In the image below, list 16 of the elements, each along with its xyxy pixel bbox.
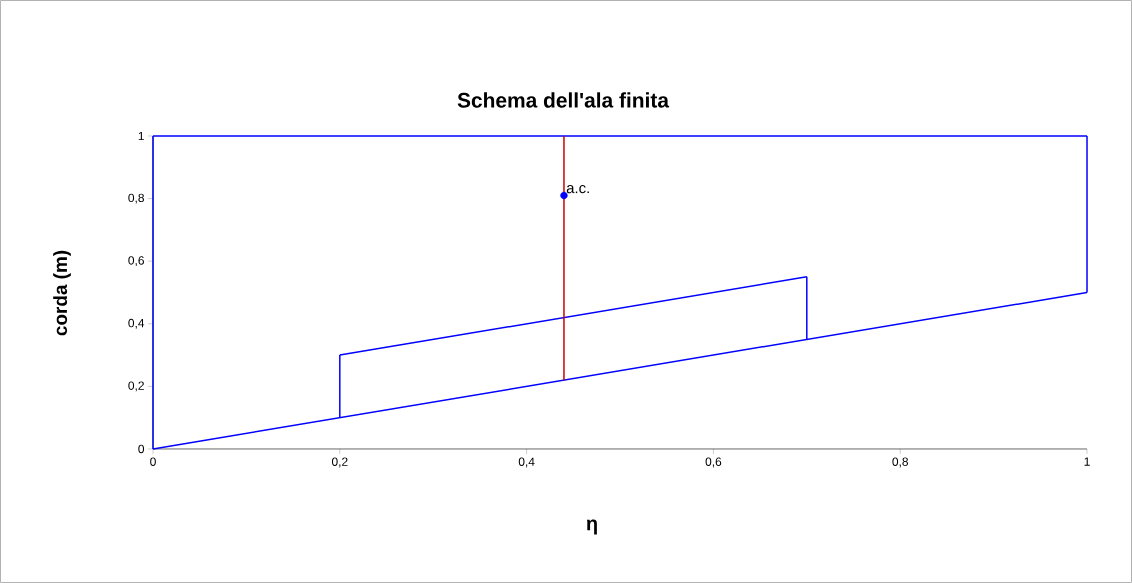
x-tick-label: 0,4 (518, 457, 535, 468)
y-tick-label: 0,4 (128, 318, 145, 329)
x-axis-title: η (586, 519, 597, 535)
y-tick-label: 0,8 (128, 193, 144, 204)
y-axis-title: corda (m) (53, 250, 71, 336)
y-tick-label: 1 (138, 131, 144, 141)
x-tick-label: 0,2 (331, 457, 348, 468)
y-tick-label: 0 (138, 444, 145, 454)
y-tick-label: 0,6 (128, 256, 144, 267)
x-tick-label: 1 (1084, 457, 1090, 466)
x-tick-label: 0,6 (705, 457, 722, 468)
chart-title: Schema dell'ala finita (457, 92, 670, 108)
x-tick-label: 0 (150, 457, 156, 466)
annotation: a.c. (566, 185, 589, 194)
y-tick-label: 0,2 (128, 381, 144, 392)
x-tick-label: 0,8 (892, 457, 908, 468)
